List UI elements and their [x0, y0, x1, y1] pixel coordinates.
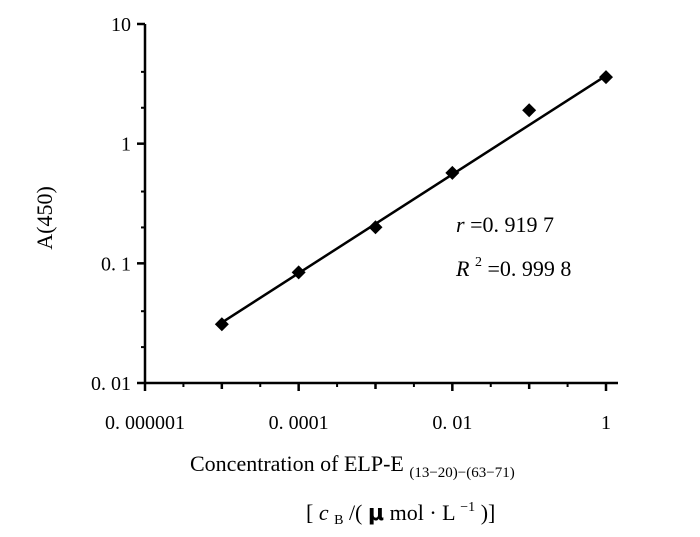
tick-labels: 0. 01 0. 1 1 10 0. 000001 0. 0001 0. 01 1 [91, 14, 611, 434]
y-axis-title: A(450) [32, 186, 57, 250]
unit-close: )] [481, 500, 496, 525]
data-point [214, 317, 229, 332]
data-point [599, 70, 613, 85]
x-tick-label: 0. 01 [432, 412, 472, 434]
x-tick-label: 0. 000001 [105, 412, 185, 434]
annotation-r2-superscript: 2 [475, 255, 482, 270]
regression-line [221, 74, 607, 324]
annotation-r-symbol: r [456, 212, 465, 237]
annotation-r2-symbol: R [455, 256, 470, 281]
annotation-r: r =0. 919 7 [456, 212, 554, 237]
x-axis-unit: [ c B /( μ mol · L −1 )] [306, 491, 495, 529]
x-axis-title-main: Concentration of ELP-E [190, 451, 404, 476]
unit-L: L [442, 500, 455, 525]
annotation-r2-value: =0. 999 8 [487, 256, 571, 281]
data-points [214, 70, 613, 332]
y-tick-label: 0. 01 [91, 373, 131, 395]
x-axis-title-subscript: (13−20)−(63−71) [409, 465, 514, 481]
unit-open-bracket: [ [306, 500, 313, 525]
annotation-r-value: =0. 919 7 [470, 212, 554, 237]
y-tick-label: 10 [111, 14, 131, 36]
data-point [368, 220, 383, 235]
axis-ticks [137, 22, 608, 391]
y-tick-label: 1 [121, 134, 131, 156]
unit-superscript: −1 [460, 500, 475, 515]
data-point [445, 165, 460, 180]
unit-dot: · [429, 500, 436, 525]
x-tick-label: 0. 0001 [269, 412, 329, 434]
unit-c-subscript: B [334, 513, 343, 528]
unit-mol: mol [390, 500, 424, 525]
data-point [522, 103, 537, 118]
data-point [291, 265, 306, 280]
unit-slash-paren: /( [349, 500, 362, 525]
x-tick-label: 1 [601, 412, 611, 434]
y-tick-label: 0. 1 [101, 253, 131, 275]
x-axis-title: Concentration of ELP-E (13−20)−(63−71) [190, 451, 515, 481]
unit-c-symbol: c [319, 500, 329, 525]
unit-mu: μ [368, 501, 384, 526]
annotation-r2: R 2 =0. 999 8 [455, 246, 571, 281]
